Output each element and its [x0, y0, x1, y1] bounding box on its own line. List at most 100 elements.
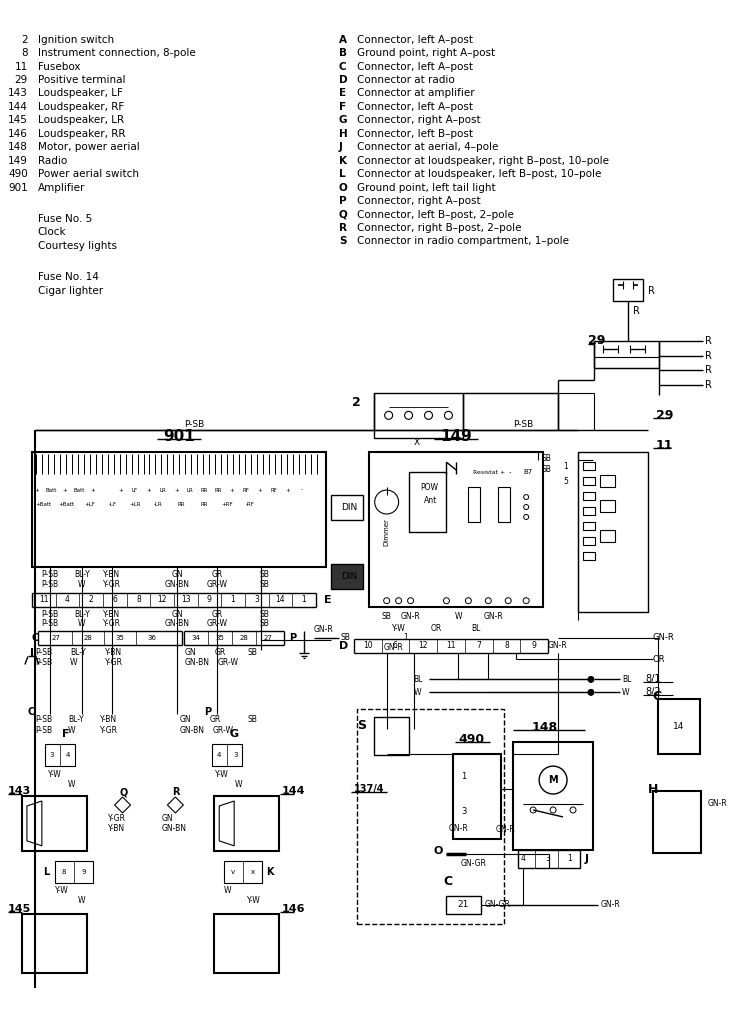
Text: 137/4: 137/4	[354, 784, 384, 794]
Text: Connector at amplifier: Connector at amplifier	[357, 88, 474, 98]
Text: 144: 144	[282, 786, 306, 796]
Bar	[518, 850, 580, 867]
Text: 2: 2	[88, 595, 93, 604]
Text: SB: SB	[259, 610, 269, 620]
Text: 8: 8	[504, 641, 509, 650]
Polygon shape	[27, 801, 42, 846]
Text: Y-BN: Y-BN	[100, 715, 117, 724]
Text: W: W	[77, 896, 85, 905]
Text: Ignition switch: Ignition switch	[38, 35, 114, 45]
Text: -: -	[508, 469, 511, 475]
Bar	[374, 393, 464, 438]
Text: Connector at loudspeaker, right B–post, 10–pole: Connector at loudspeaker, right B–post, …	[357, 156, 609, 166]
Text: +: +	[62, 487, 67, 493]
Text: SB: SB	[259, 581, 269, 589]
Bar	[513, 742, 593, 850]
Text: Batt: Batt	[73, 487, 85, 493]
Text: GR-W: GR-W	[218, 658, 238, 667]
Text: K: K	[266, 866, 274, 877]
Text: +: +	[285, 487, 291, 493]
Text: Power aerial switch: Power aerial switch	[38, 169, 139, 179]
Text: 2: 2	[21, 35, 28, 45]
Text: P-SB: P-SB	[42, 570, 58, 580]
Text: 1: 1	[568, 854, 572, 863]
Text: Y-W: Y-W	[392, 624, 405, 633]
Text: 21: 21	[458, 900, 469, 909]
Text: 4: 4	[520, 854, 526, 863]
Text: GN-R: GN-R	[401, 612, 420, 622]
Bar	[600, 500, 615, 512]
Bar	[374, 717, 409, 755]
Bar	[22, 796, 87, 851]
Text: Positive terminal: Positive terminal	[38, 75, 126, 85]
Bar	[594, 341, 658, 369]
Text: 145: 145	[8, 116, 28, 125]
Text: Connector, left A–post: Connector, left A–post	[357, 35, 473, 45]
Text: R: R	[339, 223, 347, 233]
Text: 901: 901	[8, 182, 28, 193]
Text: G: G	[339, 116, 347, 125]
Text: +RF: +RF	[221, 502, 233, 507]
Text: BL-Y: BL-Y	[74, 570, 90, 580]
Text: Q: Q	[120, 787, 128, 797]
Bar	[453, 754, 502, 839]
Text: DIN: DIN	[341, 503, 357, 512]
Text: 3: 3	[461, 808, 466, 816]
Text: LF: LF	[131, 487, 137, 493]
Bar	[600, 475, 615, 487]
Text: C: C	[339, 61, 347, 72]
Text: P-SB: P-SB	[42, 581, 58, 589]
Text: C: C	[653, 690, 662, 702]
Text: LR: LR	[187, 487, 193, 493]
Text: 1: 1	[404, 633, 408, 642]
Text: L: L	[43, 866, 49, 877]
Text: 5: 5	[563, 476, 568, 485]
Text: 6: 6	[112, 595, 117, 604]
Text: 4: 4	[65, 595, 70, 604]
Text: GN-R: GN-R	[448, 824, 468, 834]
Text: GN-R: GN-R	[707, 800, 727, 809]
Text: +: +	[118, 487, 123, 493]
Text: 9: 9	[531, 641, 537, 650]
Text: 1: 1	[301, 595, 307, 604]
Text: Ant: Ant	[423, 496, 437, 505]
Text: 149: 149	[8, 156, 28, 166]
Text: 11: 11	[446, 641, 456, 650]
Text: 490: 490	[458, 733, 485, 745]
Bar	[357, 710, 504, 924]
Text: F: F	[62, 729, 69, 739]
Text: 4: 4	[217, 753, 221, 758]
Text: 29: 29	[588, 334, 605, 347]
Text: SB: SB	[541, 454, 551, 463]
Text: Fuse No. 5: Fuse No. 5	[38, 214, 92, 224]
Text: GN-BN: GN-BN	[185, 658, 210, 667]
Text: Connector, left B–post, 2–pole: Connector, left B–post, 2–pole	[357, 210, 514, 219]
Bar	[45, 744, 74, 766]
Text: R: R	[704, 350, 712, 360]
Text: 901: 901	[163, 429, 195, 443]
Text: -: -	[301, 487, 303, 493]
Text: +: +	[91, 487, 95, 493]
Bar	[32, 453, 326, 567]
Text: W: W	[235, 779, 242, 788]
Bar	[215, 913, 279, 974]
Text: 4: 4	[66, 753, 70, 758]
Text: Ground point, left tail light: Ground point, left tail light	[357, 182, 496, 193]
Text: Ground point, right A–post: Ground point, right A–post	[357, 48, 495, 58]
Text: C: C	[32, 633, 39, 643]
Polygon shape	[219, 801, 234, 846]
Text: GN-R: GN-R	[314, 625, 334, 634]
Text: 146: 146	[8, 129, 28, 139]
Text: +LR: +LR	[130, 502, 142, 507]
Text: W: W	[68, 726, 75, 735]
Text: BL: BL	[414, 675, 423, 684]
Text: v: v	[231, 868, 235, 874]
Text: C: C	[443, 876, 453, 888]
Text: S: S	[339, 237, 346, 247]
Text: RF: RF	[242, 487, 250, 493]
Text: 8/1: 8/1	[646, 675, 661, 684]
Text: +: +	[174, 487, 179, 493]
Text: Motor, power aerial: Motor, power aerial	[38, 142, 139, 153]
Text: GR: GR	[212, 610, 223, 620]
Text: Y-GR: Y-GR	[103, 620, 120, 628]
